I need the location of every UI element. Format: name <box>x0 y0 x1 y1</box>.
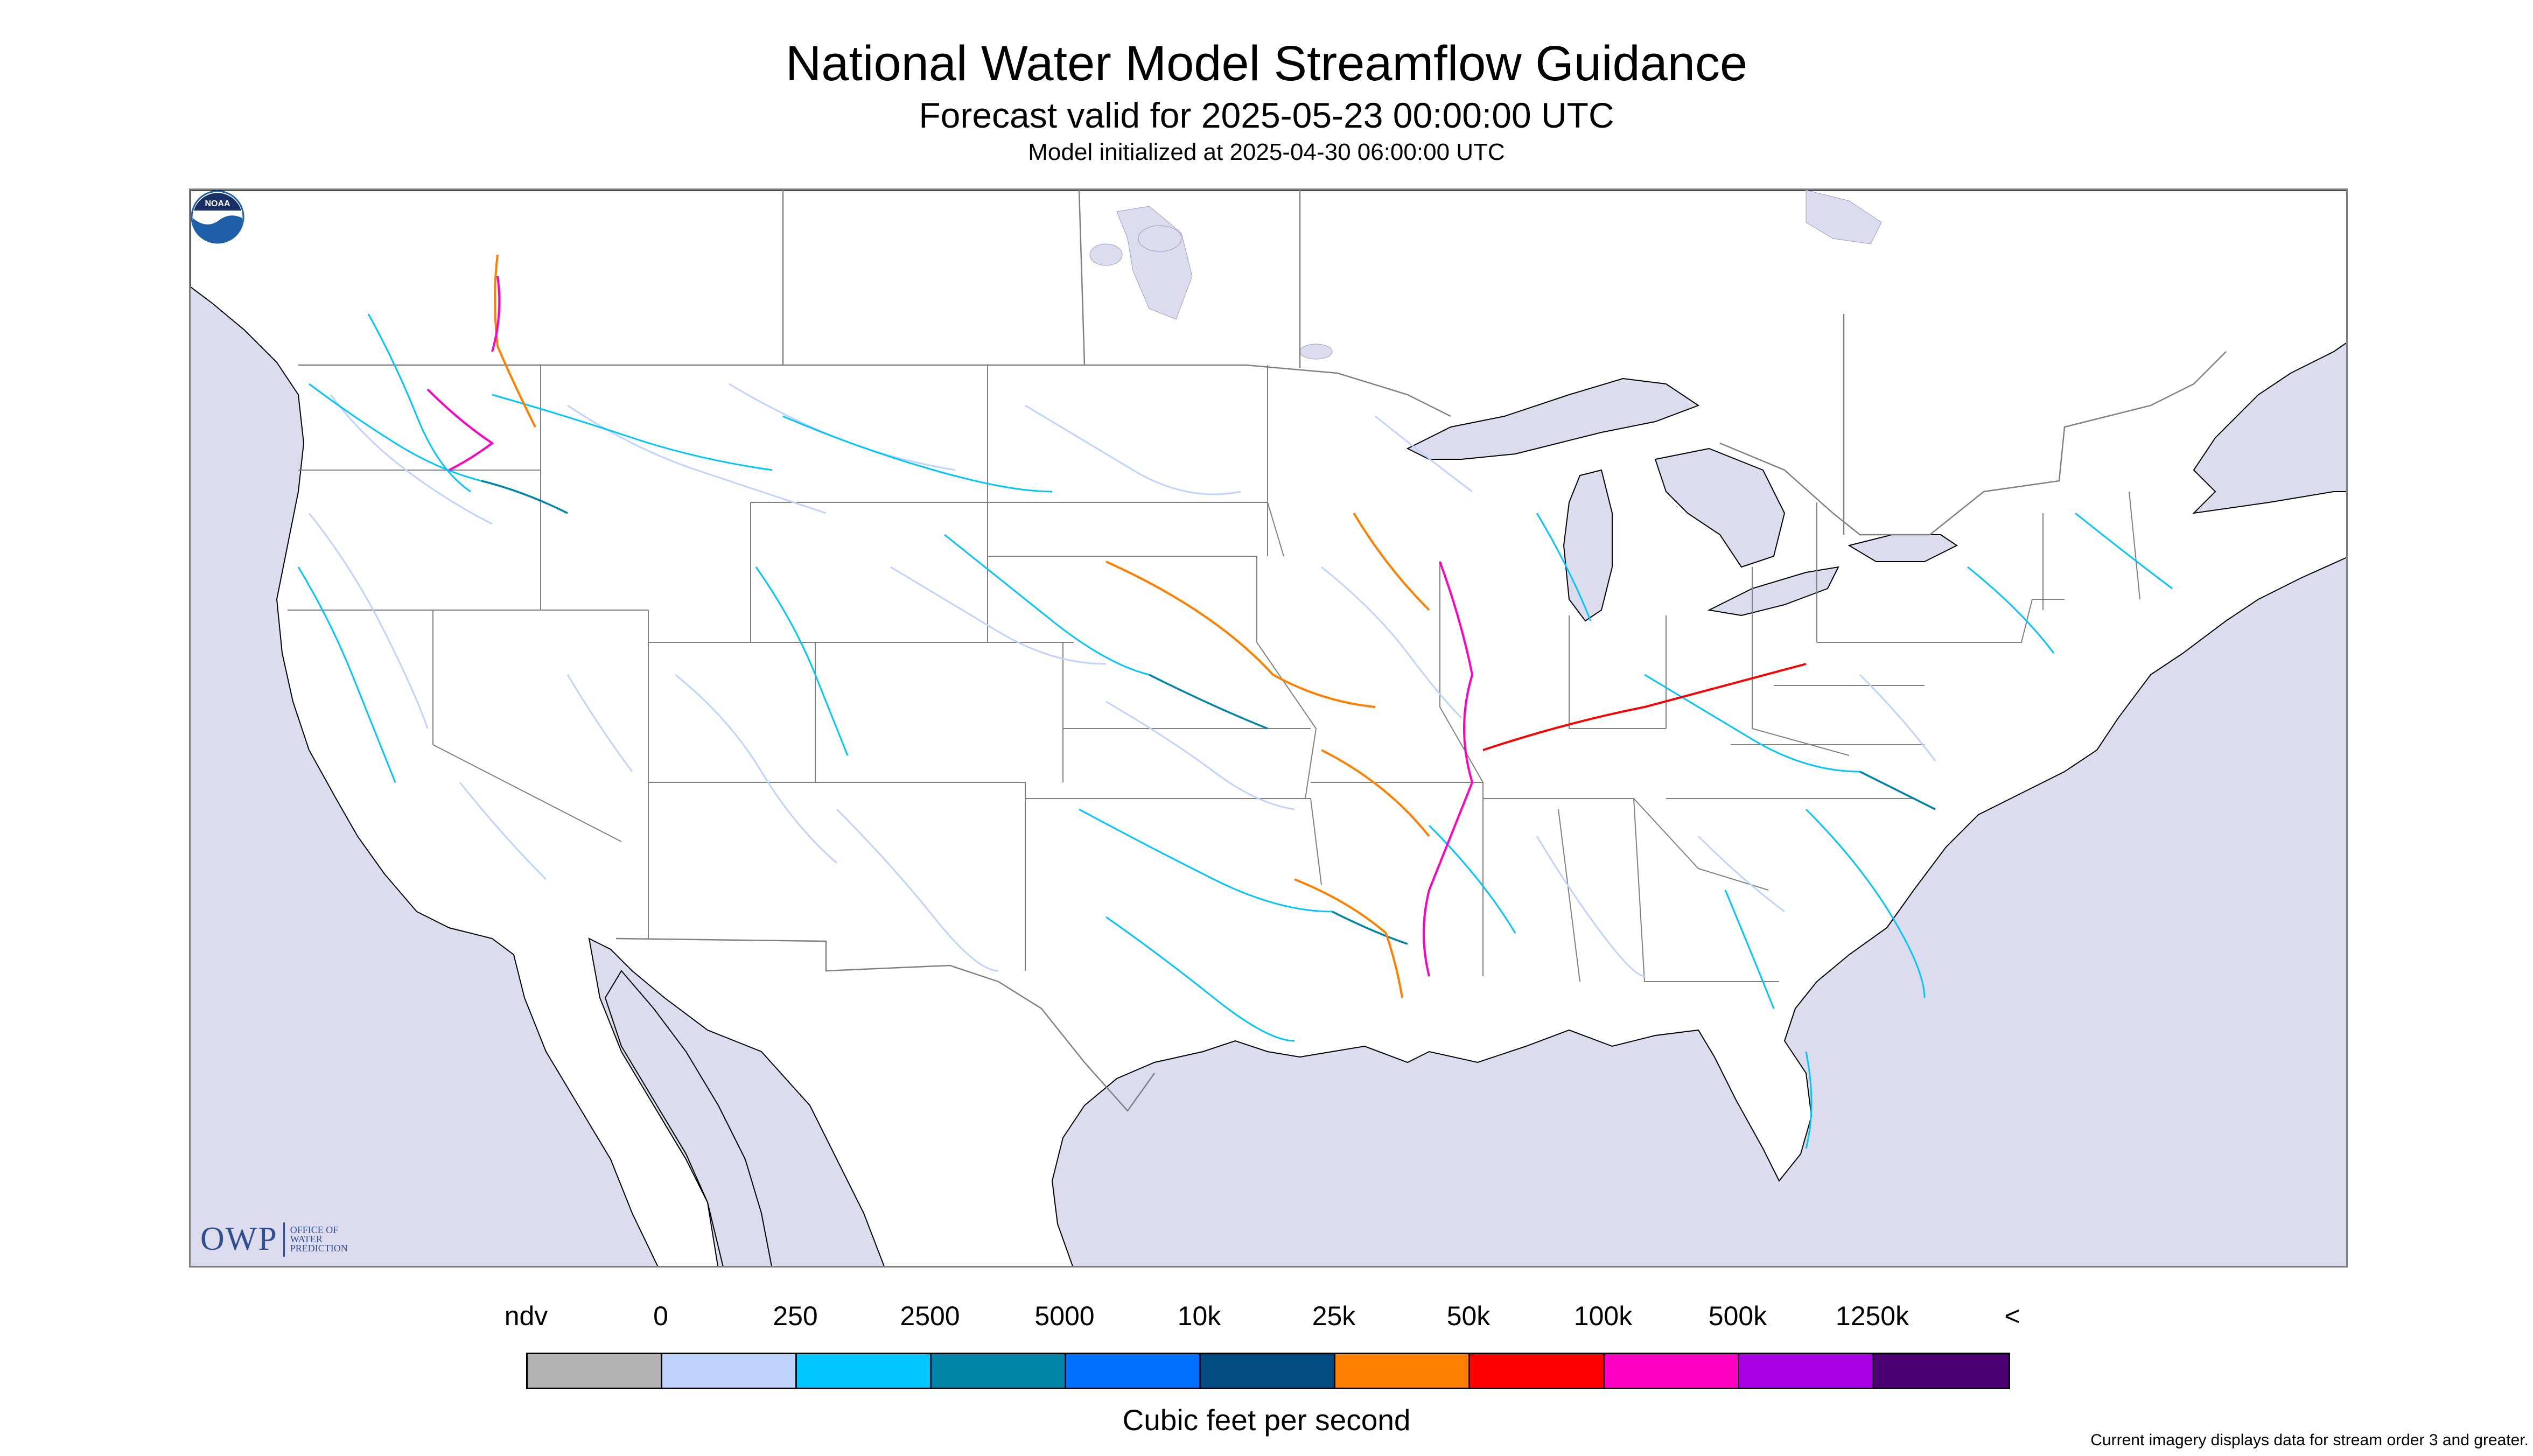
model-init-subtitle: Model initialized at 2025-04-30 06:00:00… <box>1028 139 1505 165</box>
rivers-high-flow <box>481 480 1936 945</box>
streamflow-map: OWP OFFICE OF WATER PREDICTION NOAA <box>189 188 2348 1268</box>
legend-swatch <box>662 1354 797 1388</box>
national-borders <box>298 190 2227 1112</box>
rivers-mid-flow <box>297 313 2173 1149</box>
noaa-logo-icon: NOAA <box>191 190 244 244</box>
rivers-low-flow <box>308 383 1936 977</box>
legend-label: 50k <box>1446 1301 1491 1331</box>
legend-swatch <box>1605 1354 1739 1388</box>
owp-logo-mark: OWP <box>200 1221 278 1257</box>
legend-swatch <box>1066 1354 1201 1388</box>
legend-swatch <box>1470 1354 1605 1388</box>
lake-michigan <box>1563 469 1613 622</box>
lake-superior <box>1406 377 1700 460</box>
legend-swatch <box>1739 1354 1874 1388</box>
map-canvas <box>191 190 2346 1266</box>
noaa-logo-text: NOAA <box>205 199 230 208</box>
legend-labels: ndv 0 250 2500 5000 10k 25k 50k 100k 500… <box>0 1300 2533 1338</box>
legend-swatch <box>797 1354 932 1388</box>
legend-swatch <box>1201 1354 1335 1388</box>
legend-swatch <box>528 1354 662 1388</box>
legend-swatch <box>1335 1354 1470 1388</box>
legend-colorbar <box>526 1353 2010 1389</box>
legend-label: 100k <box>1573 1301 1633 1331</box>
lake-erie <box>1707 566 1839 617</box>
legend-swatch <box>932 1354 1066 1388</box>
owp-logo-separator <box>283 1222 285 1257</box>
owp-logo-text: OFFICE OF WATER PREDICTION <box>290 1224 348 1254</box>
legend-swatch <box>1874 1354 2009 1388</box>
great-lakes <box>1406 377 1958 622</box>
legend-label: 2500 <box>900 1301 960 1331</box>
legend-label: 10k <box>1177 1301 1221 1331</box>
gulf-of-california <box>604 970 772 1266</box>
legend-label: < <box>2004 1301 2020 1331</box>
legend-label: 250 <box>773 1301 818 1331</box>
legend-label: 0 <box>653 1301 668 1331</box>
lake-huron <box>1654 447 1786 568</box>
page-title: National Water Model Streamflow Guidance <box>785 36 1748 91</box>
legend-label: 500k <box>1708 1301 1767 1331</box>
legend-label: 25k <box>1312 1301 1356 1331</box>
legend-label: 1250k <box>1835 1301 1909 1331</box>
state-borders <box>288 365 2140 982</box>
legend-label: 5000 <box>1034 1301 1095 1331</box>
owp-logo: OWP OFFICE OF WATER PREDICTION <box>200 1220 348 1258</box>
canadian-lakes <box>1089 190 1882 360</box>
footnote: Current imagery displays data for stream… <box>2090 1431 2529 1449</box>
legend-label: ndv <box>504 1301 548 1331</box>
forecast-valid-subtitle: Forecast valid for 2025-05-23 00:00:00 U… <box>919 95 1614 135</box>
legend-units-label: Cubic feet per second <box>1122 1403 1411 1437</box>
rivers-major <box>426 254 1807 998</box>
